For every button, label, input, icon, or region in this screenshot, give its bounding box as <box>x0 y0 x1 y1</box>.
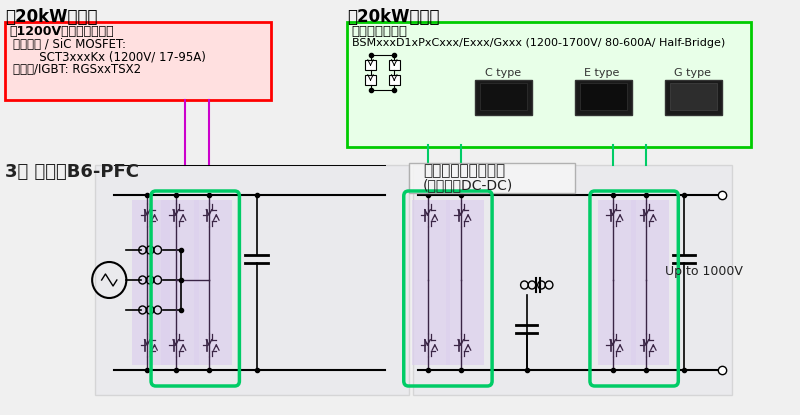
Text: 3相 双向　B6-PFC: 3相 双向 B6-PFC <box>5 163 138 181</box>
FancyBboxPatch shape <box>365 60 376 70</box>
FancyBboxPatch shape <box>161 200 198 365</box>
Text: BSMxxxD1xPxCxxx/Exxx/Gxxx (1200-1700V/ 80-600A/ Half-Bridge): BSMxxxD1xPxCxxx/Exxx/Gxxx (1200-1700V/ 8… <box>351 38 725 48</box>
FancyBboxPatch shape <box>389 75 400 85</box>
FancyBboxPatch shape <box>389 60 400 70</box>
Text: G type: G type <box>674 68 711 78</box>
Text: 双有源桥谐振变换器: 双有源桥谐振变换器 <box>422 163 505 178</box>
Text: 【全功率模块】: 【全功率模块】 <box>351 25 407 38</box>
FancyBboxPatch shape <box>132 200 170 365</box>
FancyBboxPatch shape <box>5 22 270 100</box>
FancyBboxPatch shape <box>412 200 450 365</box>
FancyBboxPatch shape <box>446 200 483 365</box>
FancyBboxPatch shape <box>579 83 627 110</box>
Text: E type: E type <box>584 68 620 78</box>
FancyBboxPatch shape <box>475 80 532 115</box>
Text: 【20kW以上】: 【20kW以上】 <box>346 8 439 26</box>
Text: 【20kW以下】: 【20kW以下】 <box>5 8 98 26</box>
FancyBboxPatch shape <box>670 83 718 110</box>
Text: SCT3xxxKx (1200V/ 17-95A): SCT3xxxKx (1200V/ 17-95A) <box>14 50 206 63</box>
FancyBboxPatch shape <box>346 22 750 147</box>
Text: ・标准/IGBT: RGSxxTSX2: ・标准/IGBT: RGSxxTSX2 <box>14 63 142 76</box>
FancyBboxPatch shape <box>95 165 409 395</box>
Text: ・高效率 / SiC MOSFET:: ・高效率 / SiC MOSFET: <box>14 38 126 51</box>
FancyBboxPatch shape <box>480 83 527 110</box>
Text: C type: C type <box>485 68 521 78</box>
Text: 【1200V　开关元器件】: 【1200V 开关元器件】 <box>10 25 114 38</box>
Text: (绝缘双向DC-DC): (绝缘双向DC-DC) <box>422 178 513 192</box>
FancyBboxPatch shape <box>194 200 232 365</box>
FancyBboxPatch shape <box>598 200 635 365</box>
FancyBboxPatch shape <box>365 75 376 85</box>
FancyBboxPatch shape <box>574 80 632 115</box>
Text: Up to 1000V: Up to 1000V <box>665 265 743 278</box>
FancyBboxPatch shape <box>631 200 669 365</box>
FancyBboxPatch shape <box>665 80 722 115</box>
FancyBboxPatch shape <box>409 163 574 193</box>
FancyBboxPatch shape <box>414 165 731 395</box>
